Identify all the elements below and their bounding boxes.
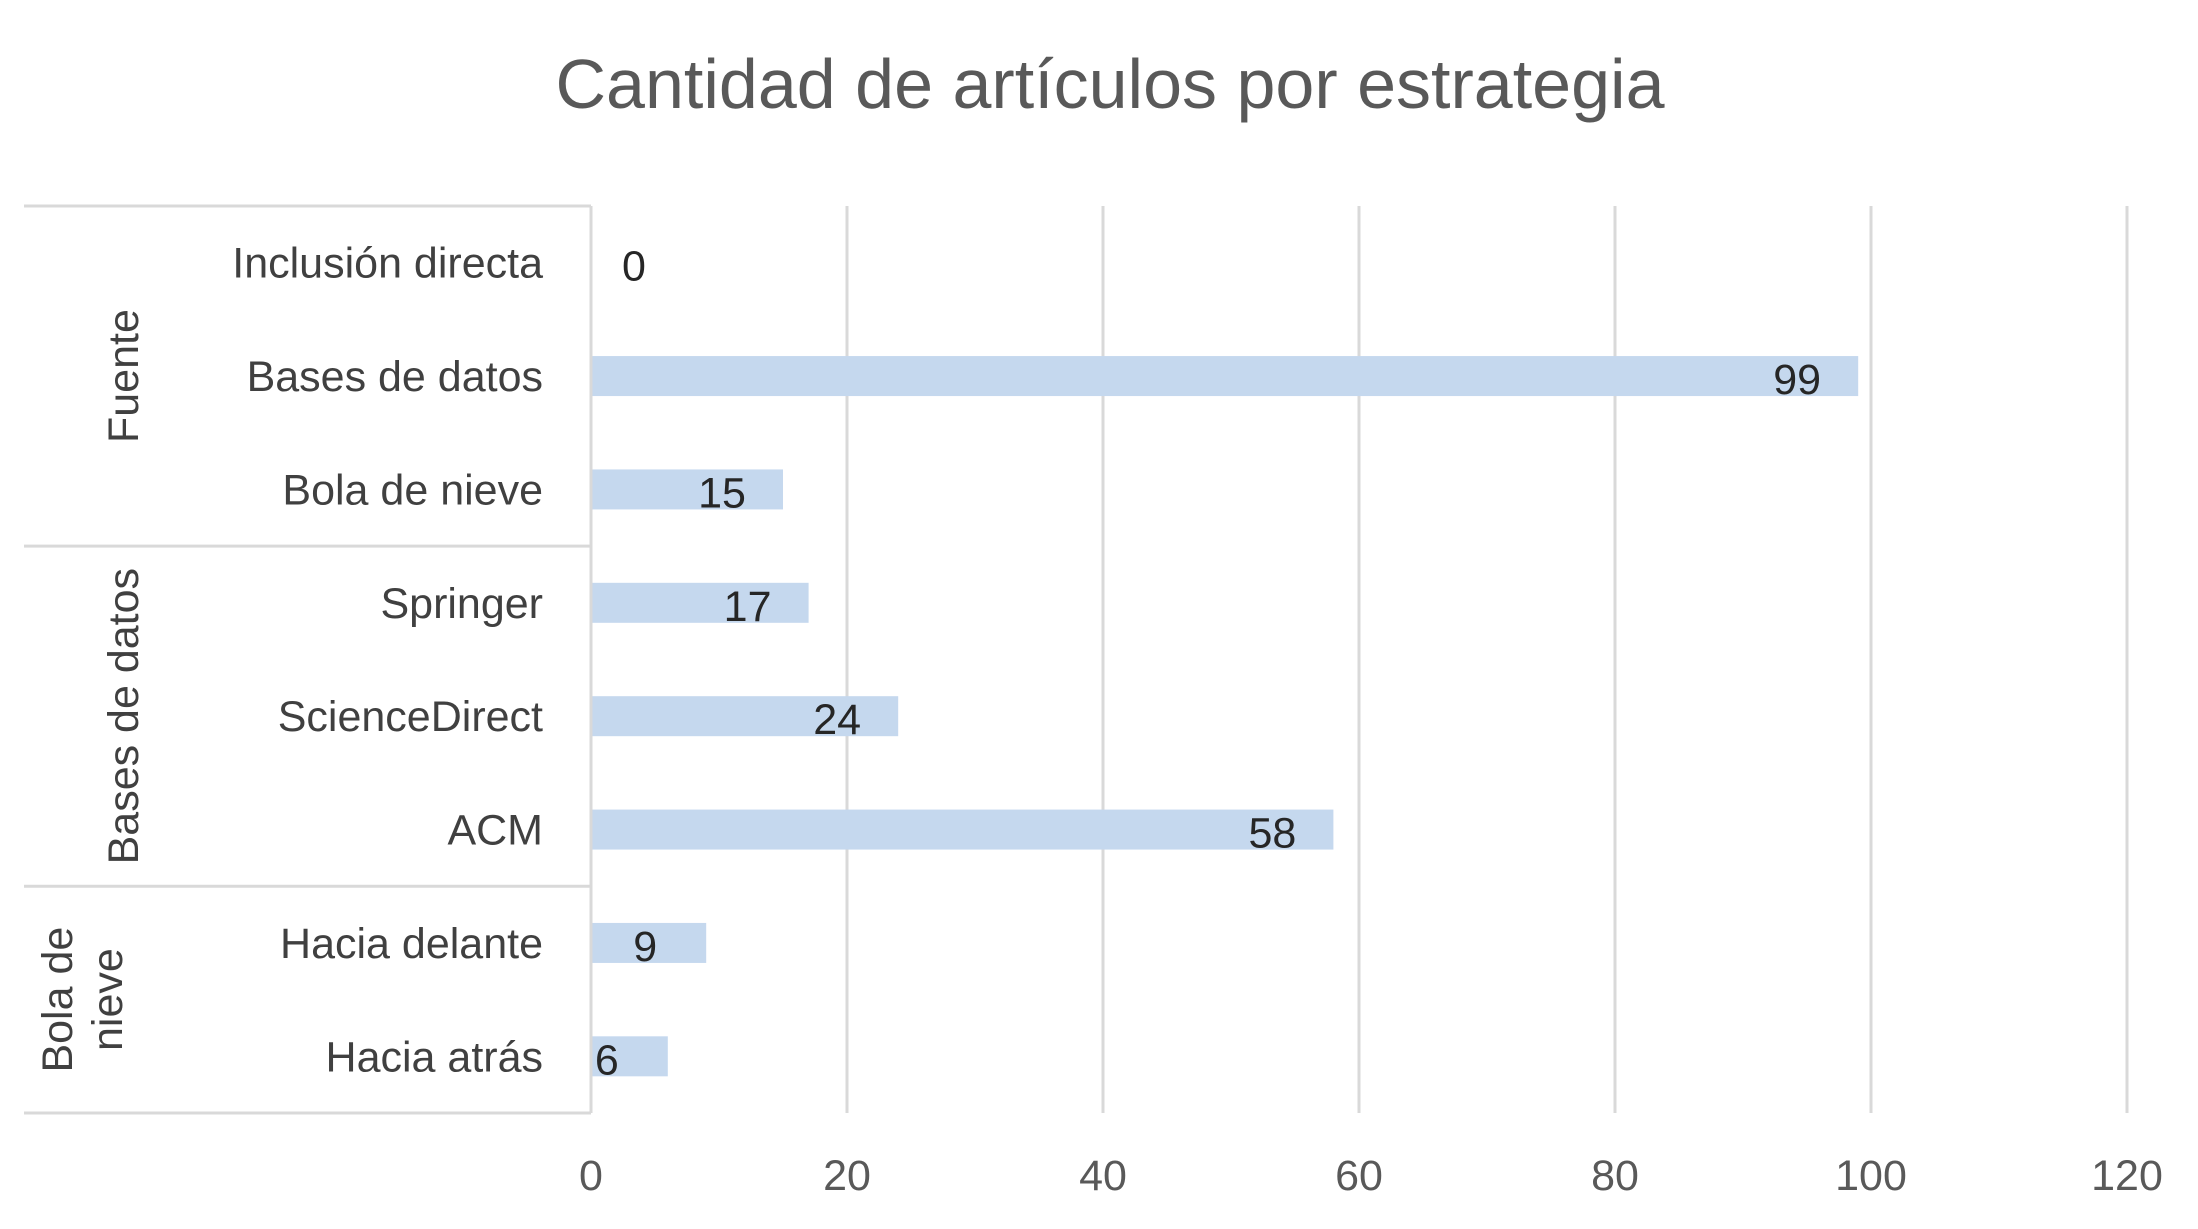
bar [592, 809, 1334, 850]
group-label: Bases de datos [100, 568, 148, 864]
x-tick-label: 20 [823, 1152, 871, 1200]
category-label: Inclusión directa [232, 240, 543, 288]
data-label: 24 [813, 696, 861, 744]
category-axis: Inclusión directa Bases de datos Bola de n… [24, 204, 593, 1115]
data-label: 58 [1248, 810, 1296, 858]
category-label: Bola de nieve [282, 466, 543, 514]
bar [592, 356, 1859, 397]
bar [592, 582, 809, 623]
category-label: Bases de datos [247, 353, 543, 401]
category-label: Springer [380, 580, 543, 628]
x-tick-label: 120 [2091, 1152, 2163, 1200]
group-label: Fuente [100, 309, 148, 443]
x-tick-label: 100 [1835, 1152, 1907, 1200]
bar [592, 469, 783, 510]
data-label: 15 [698, 469, 746, 517]
data-label: 9 [633, 923, 657, 971]
data-labels: 0 99 15 17 24 58 9 6 [595, 243, 1821, 1085]
bars [592, 356, 1859, 1077]
x-tick-label: 80 [1591, 1152, 1639, 1200]
x-tick-label: 0 [579, 1152, 603, 1200]
bar [592, 1036, 668, 1077]
category-label: ACM [447, 807, 543, 855]
category-label: Hacia delante [280, 920, 543, 968]
bar [592, 696, 899, 737]
chart-title: Cantidad de artículos por estrategia [556, 45, 1665, 123]
category-label: ScienceDirect [278, 693, 543, 741]
data-label: 17 [724, 583, 772, 631]
x-tick-label: 40 [1079, 1152, 1127, 1200]
bar [592, 922, 707, 963]
x-tick-label: 60 [1335, 1152, 1383, 1200]
data-label: 0 [622, 243, 646, 291]
data-label: 99 [1773, 356, 1821, 404]
group-label: Bola denieve [34, 927, 132, 1073]
gridlines [845, 206, 2129, 1113]
category-label: Hacia atrás [326, 1033, 543, 1081]
x-axis-ticks: 0 20 40 60 80 100 120 [579, 1152, 2163, 1200]
data-label: 6 [595, 1036, 619, 1084]
